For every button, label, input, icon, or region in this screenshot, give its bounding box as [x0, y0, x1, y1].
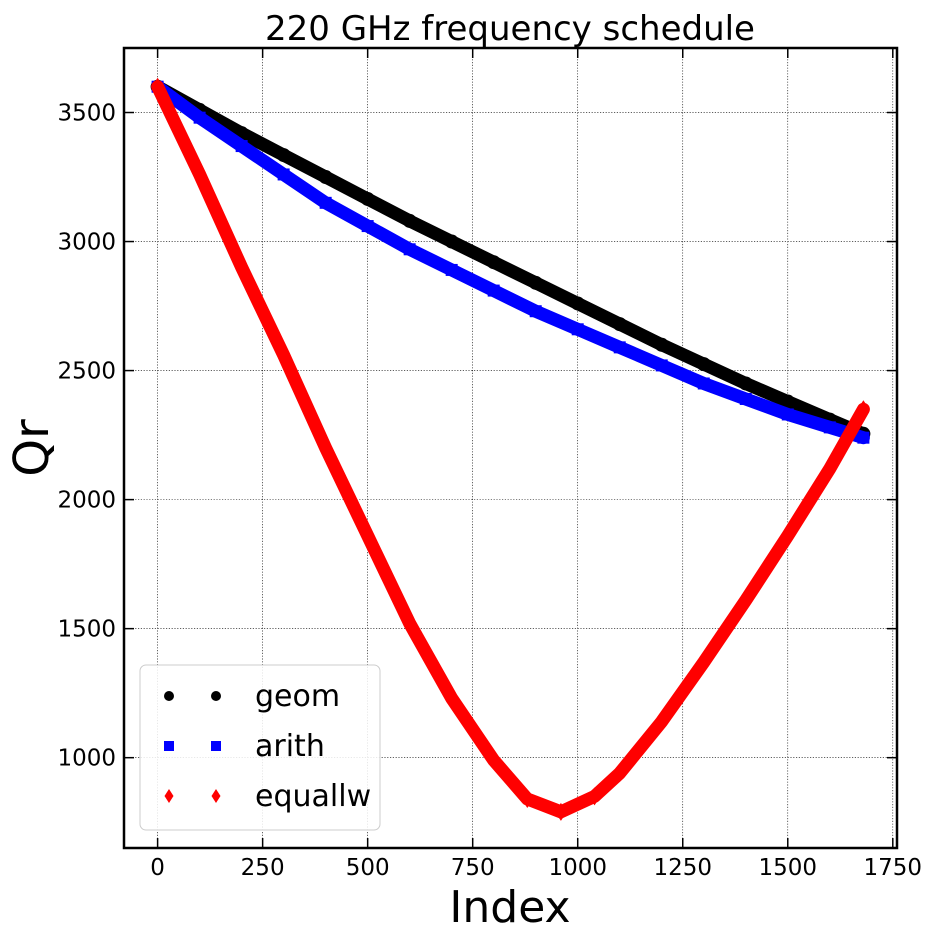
data-point-arith: [857, 431, 870, 444]
x-tick-label: 750: [451, 855, 495, 881]
data-point-equallw: [613, 764, 626, 783]
ticks: [124, 48, 897, 848]
data-point-equallw: [739, 591, 752, 610]
y-tick-label: 3000: [57, 230, 116, 256]
data-point-arith: [193, 111, 206, 124]
data-point-arith: [403, 243, 416, 256]
legend-label-arith: arith: [255, 729, 325, 764]
plot-frame: [122, 46, 899, 850]
legend-marker-arith: [211, 741, 221, 751]
legend-marker-equallw: [211, 789, 221, 803]
legend-label-equallw: equallw: [255, 779, 371, 814]
x-axis-label: Index: [449, 882, 570, 933]
x-tick-label: 1000: [548, 855, 607, 881]
legend-marker-arith: [164, 741, 174, 751]
data-point-equallw: [857, 400, 870, 419]
data-point-geom: [318, 170, 333, 185]
legend-box: [139, 664, 381, 831]
x-tick-label: 1500: [758, 855, 817, 881]
data-point-equallw: [445, 689, 458, 708]
data-point-arith: [697, 377, 710, 390]
data-point-equallw: [403, 614, 416, 633]
data-point-geom: [444, 234, 459, 249]
x-tick-label: 250: [241, 855, 285, 881]
x-tick-label: 500: [346, 855, 390, 881]
legend-marker-geom: [164, 691, 174, 701]
data-point-arith: [529, 305, 542, 318]
data-point-arith: [655, 359, 668, 372]
x-tick-label: 1750: [864, 855, 923, 881]
data-point-equallw: [319, 439, 332, 457]
y-tick-label: 2500: [57, 359, 116, 385]
data-point-arith: [487, 284, 500, 297]
data-point-equallw: [235, 258, 248, 277]
data-point-arith: [277, 168, 290, 181]
data-point-geom: [360, 191, 375, 206]
y-tick-label: 2000: [57, 488, 116, 514]
data-point-arith: [571, 323, 584, 336]
y-axis-label: Qr: [4, 419, 60, 477]
chart-title: 220 GHz frequency schedule: [265, 9, 755, 49]
data-point-arith: [319, 196, 332, 209]
x-tick-label: 1250: [653, 855, 712, 881]
y-tick-label: 3500: [57, 101, 116, 127]
data-point-equallw: [781, 526, 794, 545]
data-point-equallw: [554, 802, 567, 821]
data-point-equallw: [588, 787, 601, 806]
data-point-geom: [696, 357, 711, 372]
data-point-geom: [570, 296, 585, 311]
data-point-equallw: [193, 165, 206, 184]
data-point-equallw: [277, 346, 290, 365]
data-point-arith: [613, 341, 626, 354]
data-point-geom: [654, 337, 669, 352]
data-point-equallw: [521, 789, 534, 808]
data-point-equallw: [151, 77, 164, 96]
data-point-geom: [780, 394, 795, 409]
data-point-arith: [823, 421, 836, 434]
data-point-equallw: [655, 712, 668, 731]
data-point-arith: [739, 392, 752, 405]
y-tick-label: 1500: [57, 617, 116, 643]
legend-marker-equallw: [164, 789, 174, 803]
series-layer: [150, 77, 871, 821]
data-point-arith: [235, 140, 248, 153]
data-point-equallw: [697, 653, 710, 672]
data-point-arith: [781, 408, 794, 421]
x-tick-label: 0: [150, 855, 165, 881]
data-point-arith: [361, 220, 374, 233]
data-point-equallw: [487, 751, 500, 770]
data-point-geom: [402, 213, 417, 228]
legend-label-geom: geom: [255, 679, 340, 714]
series-line-arith: [151, 80, 870, 445]
tick-labels: 0 250 500 750 1000 1250 1500 1750 1000 1500 2000 25…: [57, 101, 922, 881]
data-point-equallw: [823, 459, 836, 478]
legend: geom arith equallw: [139, 664, 381, 831]
data-point-equallw: [361, 526, 374, 545]
legend-marker-geom: [211, 691, 221, 701]
data-point-geom: [528, 275, 543, 290]
data-point-arith: [445, 263, 458, 276]
data-point-geom: [486, 255, 501, 270]
data-point-geom: [738, 376, 753, 391]
data-point-geom: [612, 317, 627, 332]
series-equallw: [151, 77, 870, 821]
series-line-geom: [151, 80, 870, 441]
y-tick-label: 1000: [57, 746, 116, 772]
data-point-geom: [276, 148, 291, 163]
